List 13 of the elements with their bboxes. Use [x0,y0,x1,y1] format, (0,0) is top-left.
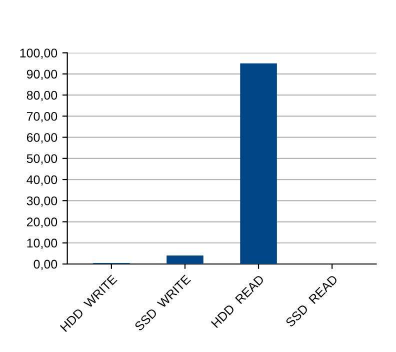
y-tick-label: 40,00 [26,175,58,186]
bar [166,256,204,264]
y-tick-label: 0,00 [34,260,58,270]
y-tick-label: 90,00 [26,70,58,80]
y-tick-label: 10,00 [27,238,58,250]
bar [240,63,277,264]
y-tick-label: 70,00 [26,112,58,122]
y-tick-label: 100,00 [20,48,58,59]
y-tick-label: 30,00 [26,196,58,207]
y-tick-label: 80,00 [26,90,58,102]
y-tick-label: 20,00 [26,218,58,228]
y-tick-label: 50,00 [26,154,58,165]
y-tick-label: 60,00 [26,133,58,144]
